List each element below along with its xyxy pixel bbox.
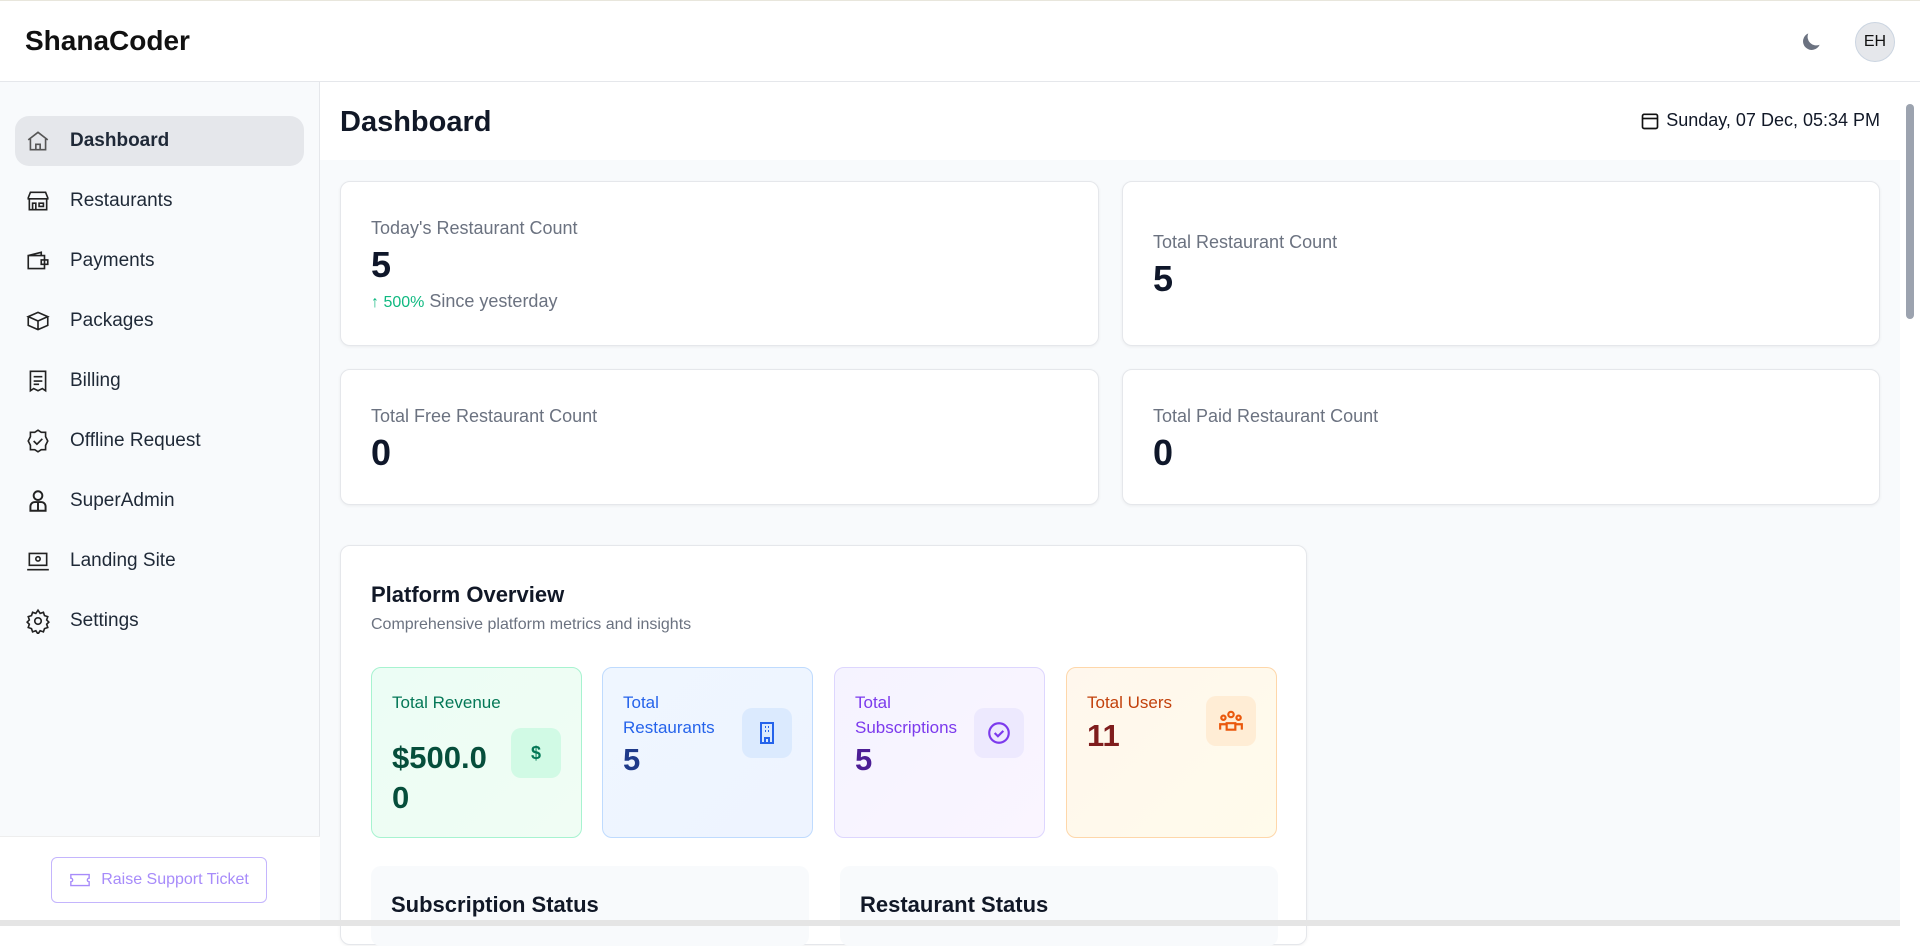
metric-value: 5 [623, 742, 641, 777]
nav-label: Settings [70, 610, 139, 631]
sidebar-item-superadmin[interactable]: SuperAdmin [15, 476, 304, 526]
sidebar-item-billing[interactable]: Billing [15, 356, 304, 406]
main-content: Dashboard Sunday, 07 Dec, 05:34 PM Today… [320, 82, 1900, 946]
stat-card-free: Total Free Restaurant Count 0 [340, 369, 1099, 505]
store-icon [27, 191, 49, 211]
nav-label: Payments [70, 250, 155, 271]
nav-label: Packages [70, 310, 154, 331]
sidebar: Dashboard Restaurants Payments Packages … [0, 82, 320, 926]
nav-label: SuperAdmin [70, 490, 175, 511]
stat-label: Total Paid Restaurant Count [1153, 406, 1379, 426]
section-title: Restaurant Status [860, 892, 1049, 917]
trend-text: Since yesterday [429, 291, 558, 311]
platform-overview-card: Platform Overview Comprehensive platform… [340, 545, 1307, 946]
avatar[interactable]: EH [1855, 22, 1895, 62]
user-icon [29, 490, 47, 512]
metric-label: Total Subscriptions [855, 693, 958, 737]
subscription-status-panel: Subscription Status [371, 866, 809, 946]
stat-value: 0 [1153, 432, 1174, 473]
dollar-icon: $ [511, 728, 561, 778]
metric-total-restaurants: Total Restaurants 5 [602, 667, 813, 838]
moon-icon[interactable] [1798, 29, 1824, 55]
horizontal-scrollbar[interactable] [0, 920, 1900, 926]
brand-logo[interactable]: ShanaCoder [25, 25, 190, 56]
stat-label: Total Free Restaurant Count [371, 406, 598, 426]
users-icon [1206, 696, 1256, 746]
stat-value: 5 [371, 244, 392, 285]
stat-trend: ↑ 500% Since yesterday [371, 291, 557, 312]
check-circle-icon [974, 708, 1024, 758]
metric-label: Total Users [1087, 693, 1173, 712]
sidebar-item-dashboard[interactable]: Dashboard [15, 116, 304, 166]
scrollbar-thumb[interactable] [1906, 104, 1914, 319]
top-header: ShanaCoder EH [0, 0, 1920, 82]
nav-label: Restaurants [70, 190, 173, 211]
support-label: Raise Support Ticket [101, 871, 249, 888]
nav-label: Offline Request [70, 430, 201, 451]
laptop-icon [27, 552, 49, 571]
calendar-icon [1641, 113, 1659, 129]
stat-value: 0 [371, 432, 392, 473]
stat-label: Total Restaurant Count [1153, 232, 1338, 252]
wallet-icon [27, 251, 49, 270]
box-icon [26, 311, 50, 331]
receipt-icon [29, 370, 47, 393]
date-text: Sunday, 07 Dec, 05:34 PM [1666, 110, 1880, 130]
current-date: Sunday, 07 Dec, 05:34 PM [1640, 110, 1880, 131]
gear-icon [26, 608, 50, 634]
nav-label: Landing Site [70, 550, 176, 571]
trend-up-icon: ↑ [371, 294, 384, 311]
metric-total-subscriptions: Total Subscriptions 5 [834, 667, 1045, 838]
restaurant-status-panel: Restaurant Status [840, 866, 1278, 946]
badge-check-icon [27, 429, 49, 453]
stat-value: 5 [1153, 258, 1174, 299]
sidebar-item-packages[interactable]: Packages [15, 296, 304, 346]
stat-label: Today's Restaurant Count [371, 218, 578, 238]
sidebar-item-payments[interactable]: Payments [15, 236, 304, 286]
overview-title: Platform Overview [371, 582, 565, 607]
vertical-scrollbar[interactable] [1900, 82, 1920, 926]
ticket-icon [70, 873, 91, 887]
metric-total-users: Total Users 11 [1066, 667, 1277, 838]
metric-value: 5 [855, 742, 873, 777]
page-title: Dashboard [340, 106, 492, 138]
sidebar-item-restaurants[interactable]: Restaurants [15, 176, 304, 226]
nav-label: Billing [70, 370, 121, 391]
nav-label: Dashboard [70, 130, 170, 151]
metric-value: 11 [1087, 718, 1120, 753]
trend-percent: 500% [383, 294, 425, 311]
sidebar-footer: Raise Support Ticket [0, 836, 320, 926]
stat-card-today: Today's Restaurant Count 5 ↑ 500% Since … [340, 181, 1099, 346]
section-title: Subscription Status [391, 892, 599, 917]
sidebar-item-offline-request[interactable]: Offline Request [15, 416, 304, 466]
metric-total-revenue: Total Revenue $500.00 $ [371, 667, 582, 838]
page-header: Dashboard Sunday, 07 Dec, 05:34 PM [320, 82, 1900, 160]
metric-label: Total Revenue [392, 693, 501, 712]
metric-value: $500.00 [392, 740, 487, 815]
home-icon [27, 131, 49, 151]
metric-label: Total Restaurants [623, 693, 715, 737]
building-icon [742, 708, 792, 758]
overview-subtitle: Comprehensive platform metrics and insig… [371, 616, 692, 633]
sidebar-item-settings[interactable]: Settings [15, 596, 304, 646]
sidebar-item-landing-site[interactable]: Landing Site [15, 536, 304, 586]
raise-support-ticket-button[interactable]: Raise Support Ticket [51, 857, 267, 903]
stat-card-total: Total Restaurant Count 5 [1122, 181, 1880, 346]
stat-card-paid: Total Paid Restaurant Count 0 [1122, 369, 1880, 505]
